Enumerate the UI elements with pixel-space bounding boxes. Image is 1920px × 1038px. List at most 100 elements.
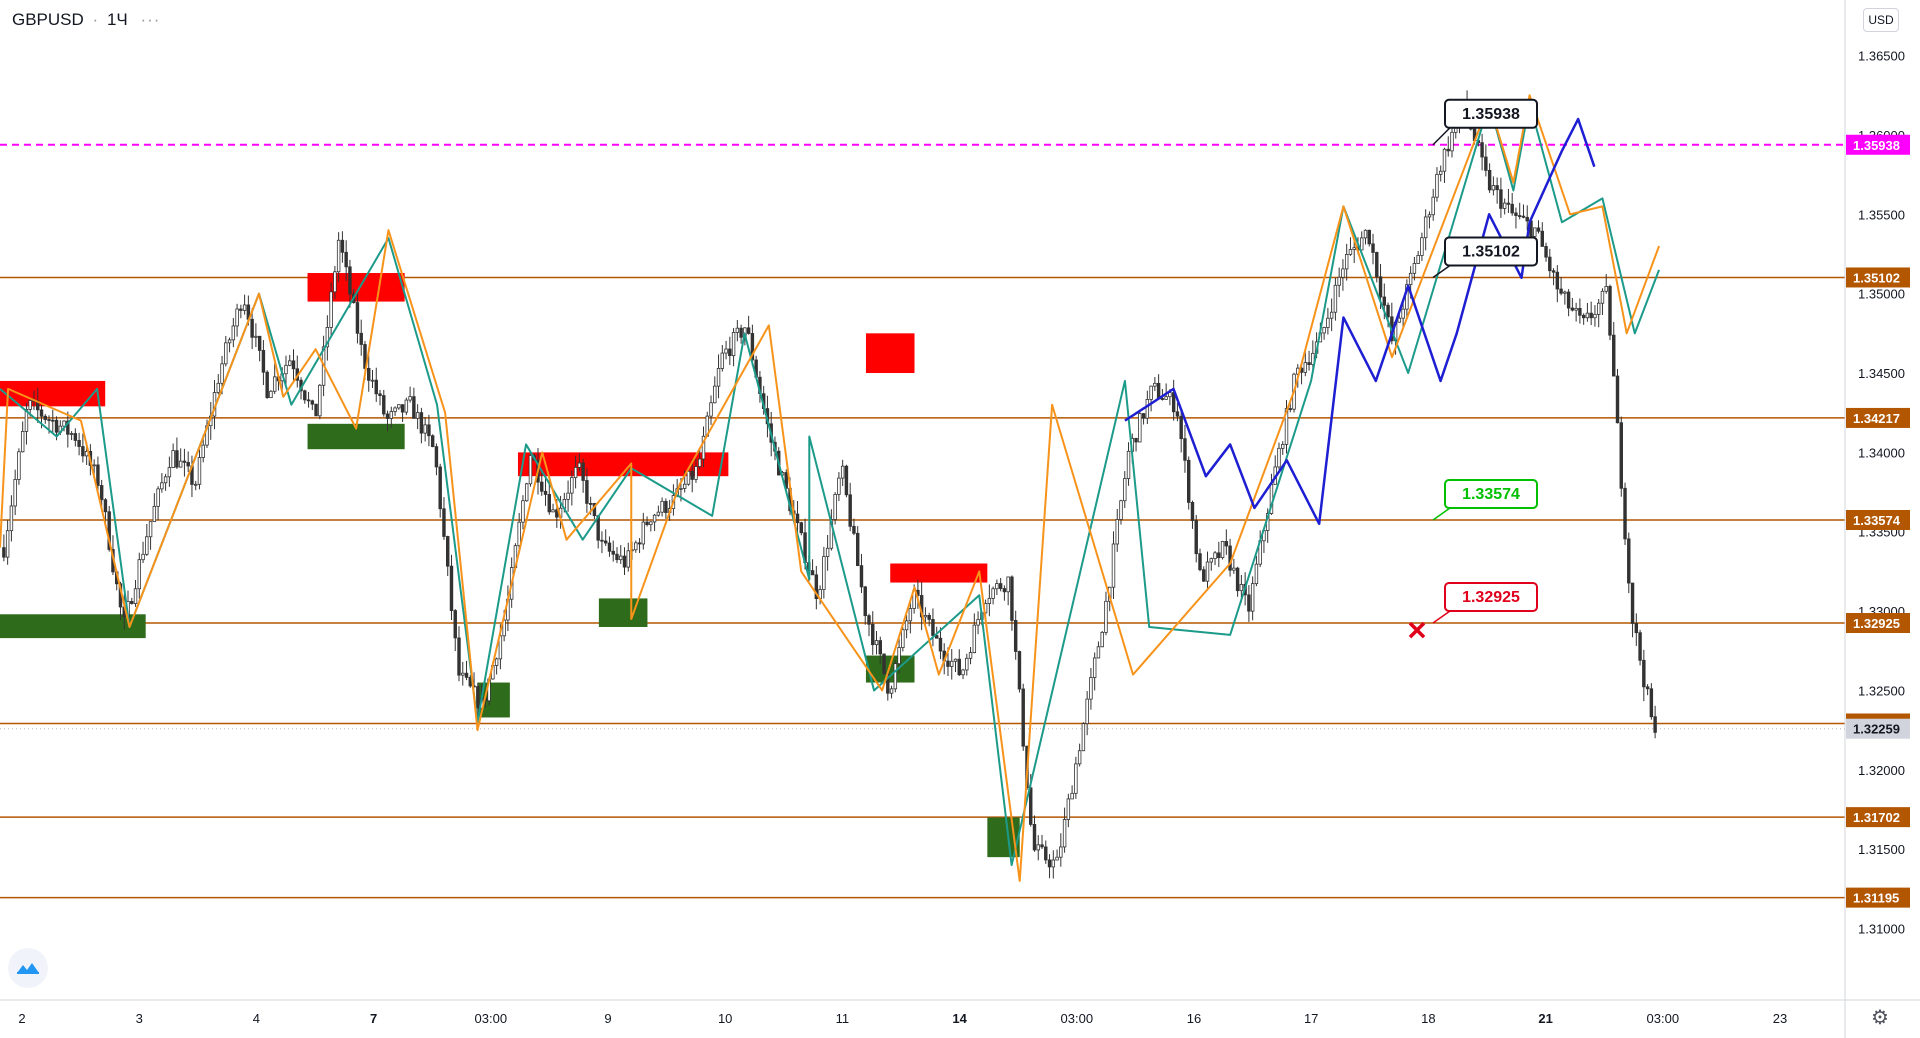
y-tick-label: 1.35500 <box>1858 207 1905 222</box>
callout-box[interactable] <box>1444 582 1538 613</box>
symbol-legend[interactable]: GBPUSD · 1Ч ··· <box>12 10 160 30</box>
candle-body <box>679 487 683 490</box>
callout-pointer <box>1432 264 1451 279</box>
alert-price-badge[interactable] <box>1846 134 1910 155</box>
candle-body <box>1013 620 1018 652</box>
candle-body <box>163 476 168 484</box>
candle-body <box>1202 569 1206 582</box>
callout-box[interactable] <box>1444 236 1538 267</box>
candle-body <box>1183 438 1187 461</box>
candle-body <box>1604 285 1608 292</box>
candle-body <box>844 465 849 496</box>
candle-body <box>269 390 273 399</box>
x-tick-label: 4 <box>253 1011 260 1026</box>
more-dots[interactable]: ··· <box>140 10 161 29</box>
candle-body <box>1062 819 1067 848</box>
currency-button[interactable]: USD <box>1863 8 1899 32</box>
candle-body <box>434 446 439 468</box>
candle-body <box>133 588 138 604</box>
callout-label: 1.32925 <box>1462 589 1520 606</box>
candle-body <box>1341 268 1345 278</box>
level-price-badge-text: 1.31702 <box>1853 810 1900 825</box>
candle-body <box>1217 552 1221 559</box>
candle-body <box>543 490 548 495</box>
candle-body <box>690 470 694 480</box>
level-price-badge[interactable] <box>1846 267 1910 288</box>
candle-body <box>1209 558 1213 563</box>
candle-body <box>1051 859 1056 868</box>
x-tick-label: 10 <box>718 1011 732 1026</box>
candle-body <box>1653 716 1657 733</box>
candle-body <box>1326 317 1330 328</box>
candle-body <box>1126 450 1131 479</box>
candle-body <box>1017 651 1022 690</box>
symbol-name: GBPUSD <box>12 10 84 29</box>
candle-body <box>1487 170 1492 191</box>
level-price-badge[interactable] <box>1846 510 1910 530</box>
tradingview-logo-icon[interactable] <box>8 948 48 988</box>
candle-body <box>77 440 81 447</box>
candle-body <box>1220 541 1225 559</box>
candle-body <box>701 435 706 460</box>
candle-body <box>2 547 6 558</box>
candle-body <box>1521 215 1526 218</box>
teal-zigzag-line[interactable] <box>0 102 1661 867</box>
x-tick-label: 16 <box>1187 1011 1201 1026</box>
x-tick-label: 03:00 <box>1647 1011 1680 1026</box>
candle-body <box>1634 623 1639 634</box>
candle-body <box>1642 659 1646 688</box>
level-price-badge[interactable] <box>1846 807 1910 828</box>
blue-zigzag-line[interactable] <box>1124 117 1596 526</box>
candle-body <box>367 367 371 381</box>
candle-body <box>1232 567 1236 571</box>
candle-body <box>1111 543 1116 588</box>
candle-body <box>600 539 604 542</box>
candle-body <box>1555 271 1560 290</box>
candle-body <box>1194 520 1198 555</box>
candle-body <box>54 419 59 433</box>
callout-box[interactable] <box>1444 98 1538 129</box>
candle-body <box>1386 304 1390 318</box>
candle-body <box>1615 375 1620 424</box>
candle-body <box>73 433 78 441</box>
candle-body <box>551 509 555 513</box>
candle-body <box>382 395 386 415</box>
candle-body <box>603 540 608 544</box>
y-tick-label: 1.31500 <box>1858 842 1905 857</box>
last-price-badge[interactable] <box>1846 718 1910 739</box>
candle-body <box>1066 798 1071 820</box>
candle-body <box>272 376 277 392</box>
candle-body <box>494 658 499 666</box>
candle-body <box>1149 385 1153 400</box>
level-price-badge[interactable] <box>1846 407 1910 428</box>
supply-zone[interactable] <box>517 452 729 477</box>
candle-body <box>946 660 950 667</box>
supply-zone[interactable] <box>865 333 915 374</box>
candle-body <box>201 444 205 458</box>
supply-zone[interactable] <box>307 273 405 302</box>
candle-body <box>1581 314 1586 319</box>
gear-icon[interactable]: ⚙ <box>1871 1007 1889 1029</box>
candle-body <box>1416 255 1420 264</box>
demand-zone[interactable] <box>0 614 146 639</box>
demand-zone[interactable] <box>598 598 648 627</box>
candle-body <box>1198 553 1202 571</box>
candle-body <box>822 556 826 590</box>
candle-body <box>393 407 397 412</box>
candle-body <box>235 308 239 327</box>
candle-body <box>1044 846 1048 861</box>
level-price-badge[interactable] <box>1846 613 1910 634</box>
level-price-badge[interactable] <box>1846 887 1910 908</box>
candle-body <box>871 623 875 646</box>
callout-box[interactable] <box>1444 479 1538 509</box>
candle-body <box>1491 185 1496 191</box>
candle-body <box>1115 519 1119 545</box>
level-price-badge-text: 1.33574 <box>1853 513 1901 528</box>
candle-body <box>634 542 638 551</box>
candle-body <box>825 547 830 557</box>
supply-zone[interactable] <box>890 563 988 583</box>
candle-body <box>1138 413 1142 443</box>
candle-body <box>626 550 630 568</box>
